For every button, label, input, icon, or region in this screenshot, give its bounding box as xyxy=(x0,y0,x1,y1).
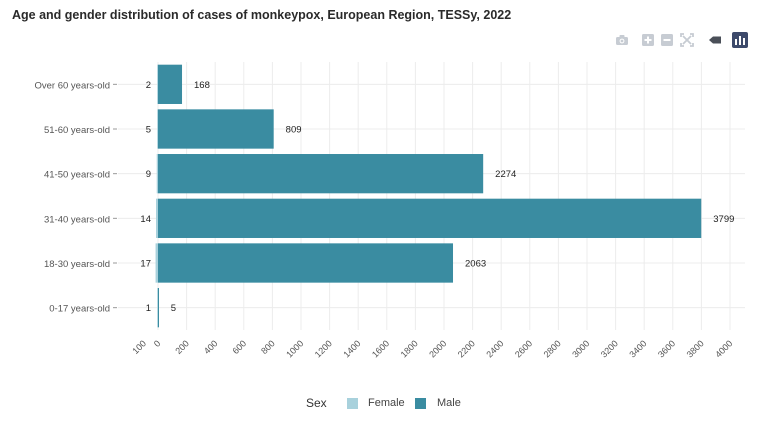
male-value-label: 5 xyxy=(171,303,176,314)
plot-toolbar xyxy=(614,32,754,48)
x-tick-label: 0 xyxy=(152,338,163,349)
female-value-label: 2 xyxy=(146,80,151,91)
category-label: 41-50 years-old xyxy=(44,170,110,181)
x-tick-label: 100 xyxy=(130,338,148,356)
x-tick-label: 1800 xyxy=(399,338,420,359)
male-bar xyxy=(158,288,159,328)
category-label: 31-40 years-old xyxy=(44,214,110,225)
female-bar xyxy=(156,154,158,194)
x-tick-label: 2200 xyxy=(456,338,477,359)
female-bar xyxy=(157,109,158,149)
legend-male-label: Male xyxy=(437,397,461,409)
category-label: Over 60 years-old xyxy=(34,80,110,91)
zoom-out-icon[interactable] xyxy=(659,32,675,48)
male-bar xyxy=(158,64,183,104)
x-tick-label: 600 xyxy=(231,338,249,356)
female-value-label: 17 xyxy=(140,259,151,270)
x-tick-label: 3400 xyxy=(627,338,648,359)
x-tick-label: 1200 xyxy=(313,338,334,359)
x-tick-label: 2400 xyxy=(484,338,505,359)
x-tick-label: 2800 xyxy=(542,338,563,359)
x-tick-label: 800 xyxy=(259,338,277,356)
category-label: 18-30 years-old xyxy=(44,259,110,270)
legend-male-swatch[interactable] xyxy=(415,398,426,409)
female-bar xyxy=(155,243,158,283)
x-tick-label: 4000 xyxy=(713,338,734,359)
autoscale-icon[interactable] xyxy=(679,32,695,48)
legend-female-swatch[interactable] xyxy=(347,398,358,409)
chart-plot-area: Over 60 years-old 2 168 51-60 years-old 5 809… xyxy=(34,62,745,360)
female-value-label: 9 xyxy=(146,169,151,180)
male-bar xyxy=(158,109,274,149)
x-tick-label: 2600 xyxy=(513,338,534,359)
x-tick-label: 1000 xyxy=(284,338,305,359)
plotly-logo-icon[interactable] xyxy=(732,32,748,48)
legend-title: Sex xyxy=(306,396,327,410)
x-tick-label: 3800 xyxy=(685,338,706,359)
category-label: 0-17 years-old xyxy=(49,304,110,315)
label-icon[interactable] xyxy=(707,32,723,48)
male-value-label: 3799 xyxy=(713,214,734,225)
male-bar xyxy=(158,243,454,283)
x-tick-label: 1600 xyxy=(370,338,391,359)
male-bar xyxy=(158,154,484,194)
male-value-label: 2063 xyxy=(465,259,486,270)
x-tick-label: 3600 xyxy=(656,338,677,359)
x-tick-label: 3200 xyxy=(599,338,620,359)
male-value-label: 809 xyxy=(286,125,302,136)
zoom-in-icon[interactable] xyxy=(640,32,656,48)
chart-title: Age and gender distribution of cases of … xyxy=(12,8,512,22)
female-value-label: 1 xyxy=(146,303,151,314)
x-tick-label: 3000 xyxy=(570,338,591,359)
male-value-label: 168 xyxy=(194,80,210,91)
female-bar xyxy=(157,288,158,328)
category-label: 51-60 years-old xyxy=(44,125,110,136)
x-tick-label: 2000 xyxy=(427,338,448,359)
legend-female-label: Female xyxy=(368,397,405,409)
x-tick-label: 1400 xyxy=(341,338,362,359)
female-bar xyxy=(155,198,158,238)
male-bar xyxy=(158,198,702,238)
female-bar xyxy=(157,64,158,104)
x-tick-label: 200 xyxy=(173,338,191,356)
female-value-label: 14 xyxy=(140,214,151,225)
camera-icon[interactable] xyxy=(614,32,630,48)
male-value-label: 2274 xyxy=(495,169,516,180)
x-tick-label: 400 xyxy=(202,338,220,356)
female-value-label: 5 xyxy=(146,125,151,136)
